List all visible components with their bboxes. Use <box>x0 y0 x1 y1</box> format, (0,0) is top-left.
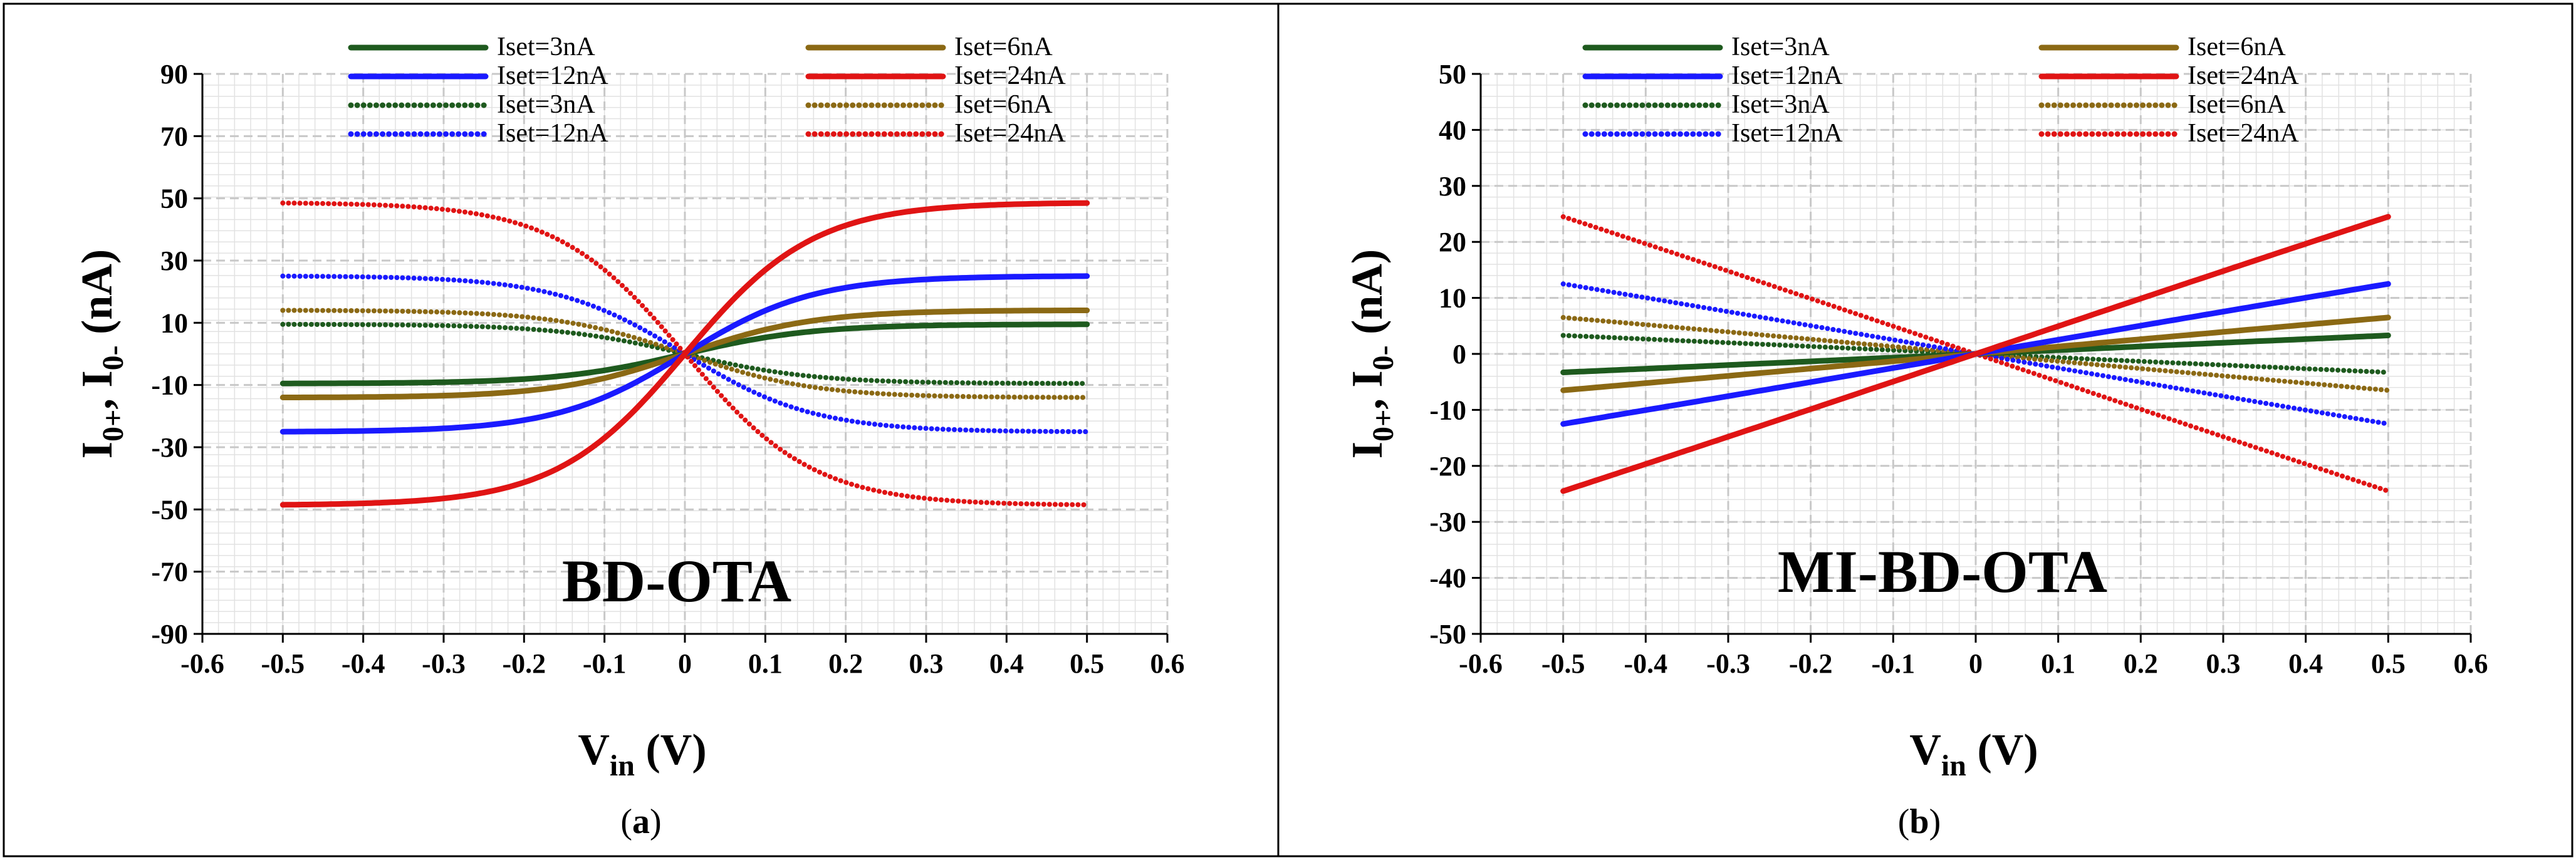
chart-b-x-label: Vin (V) <box>1909 726 2038 782</box>
chart-a-y-tick-label: 90 <box>160 59 188 90</box>
panel-b: -0.6 -0.5 -0.4 -0.3 -0.2 -0.1 0 0.1 0.2 0.3 0.4 0.5… <box>1343 33 2488 782</box>
chart-b-legend-label: Iset=24nA <box>2188 61 2299 90</box>
caption-b: (b) <box>1898 802 1941 841</box>
chart-a-legend-label: Iset=24nA <box>954 119 1066 148</box>
chart-a-y-tick-label: 50 <box>160 184 188 214</box>
chart-a-legend-label: Iset=12nA <box>497 119 608 148</box>
chart-a-y-tick-label: 10 <box>160 308 188 338</box>
chart-b-y-tick-label: 50 <box>1439 59 1466 90</box>
panel-a: -0.6 -0.5 -0.4 -0.3 -0.2 -0.1 0 0.1 0.2 0.3 0.4 0.5… <box>73 33 1185 782</box>
chart-b-legend-label: Iset=3nA <box>1731 33 1830 61</box>
chart-a-y-tick-label: -90 <box>151 619 188 650</box>
chart-b-series-iset-24na-solid <box>1560 214 2391 494</box>
chart-a-legend-label: Iset=3nA <box>497 90 595 119</box>
chart-b-x-tick-label: 0.5 <box>2371 648 2406 679</box>
chart-b-y-tick-label: -10 <box>1429 395 1466 425</box>
chart-a-legend-label: Iset=24nA <box>954 61 1066 90</box>
chart-b-legend-label: Iset=24nA <box>2188 119 2299 148</box>
chart-b-x-tick-label: -0.3 <box>1706 648 1750 679</box>
chart-b-y-tick-label: 30 <box>1439 171 1466 202</box>
chart-b-x-tick-label: -0.5 <box>1541 648 1585 679</box>
chart-a-x-tick-label: 0.2 <box>828 648 863 679</box>
chart-b-legend-label: Iset=6nA <box>2188 33 2286 61</box>
chart-b-legend: Iset=3nA Iset=6nA Iset=12nA Iset=24nA Iset=3… <box>1582 33 2299 148</box>
chart-a-x-tick-label: -0.3 <box>422 648 466 679</box>
chart-a-title: BD-OTA <box>562 547 791 614</box>
chart-b-title: MI-BD-OTA <box>1778 538 2107 605</box>
chart-a-y-label: I0+, I0- (nA) <box>73 249 130 458</box>
chart-b-y-tick-label: -50 <box>1429 619 1466 650</box>
chart-b-x-tick-label: 0 <box>1969 648 1983 679</box>
chart-a-x-tick-label: 0.5 <box>1070 648 1104 679</box>
chart-b-y-tick-label: 0 <box>1452 339 1466 370</box>
chart-b-y-tick-label: -40 <box>1429 563 1466 594</box>
chart-a-legend: Iset=3nA Iset=6nA Iset=12nA Iset=24nA Iset=3… <box>348 33 1066 148</box>
chart-a-x-tick-label: 0.1 <box>748 648 783 679</box>
chart-a-y-tick-label: -50 <box>151 494 188 525</box>
chart-a-y-tick-label: -70 <box>151 557 188 588</box>
chart-a-x-tick-label: 0.6 <box>1150 648 1185 679</box>
chart-b-x-tick-label: 0.4 <box>2288 648 2323 679</box>
chart-b-x-tick-label: 0.2 <box>2124 648 2158 679</box>
chart-a-x-tick-label: -0.1 <box>583 648 627 679</box>
chart-a-y-tick-label: -30 <box>151 432 188 463</box>
chart-a-y-tick-label: 70 <box>160 121 188 152</box>
chart-b-legend-label: Iset=12nA <box>1731 61 1843 90</box>
chart-b-legend-label: Iset=12nA <box>1731 119 1843 148</box>
chart-b-x-tick-label: 0.1 <box>2041 648 2075 679</box>
chart-a-legend-label: Iset=3nA <box>497 33 595 61</box>
chart-a-series-iset-24na-solid <box>279 200 1090 508</box>
chart-a-gridlines <box>201 73 1169 635</box>
chart-b-y-tick-label: -20 <box>1429 451 1466 482</box>
chart-b-y-tick-label: 10 <box>1439 283 1466 314</box>
chart-b-y-tick-label: 40 <box>1439 115 1466 145</box>
chart-b-x-tick-label: 0.3 <box>2206 648 2241 679</box>
chart-a-x-tick-label: -0.5 <box>261 648 305 679</box>
chart-b-y-tick-label: -30 <box>1429 507 1466 537</box>
chart-a-legend-label: Iset=6nA <box>954 90 1053 119</box>
chart-a-legend-label: Iset=6nA <box>954 33 1053 61</box>
chart-b-x-tick-label: -0.4 <box>1624 648 1668 679</box>
chart-b-legend-label: Iset=6nA <box>2188 90 2286 119</box>
chart-a-legend-label: Iset=12nA <box>497 61 608 90</box>
chart-a-x-tick-label: 0.3 <box>909 648 944 679</box>
chart-a-y-tick-label: 30 <box>160 246 188 276</box>
chart-a-x-tick-label: 0.4 <box>989 648 1024 679</box>
chart-b-legend-label: Iset=3nA <box>1731 90 1830 119</box>
chart-a-x-tick-label: -0.6 <box>180 648 224 679</box>
chart-a-x-tick-label: -0.4 <box>342 648 385 679</box>
chart-a-x-tick-label: 0 <box>678 648 692 679</box>
chart-a-x-tick-label: -0.2 <box>503 648 546 679</box>
chart-b-x-tick-label: -0.6 <box>1459 648 1503 679</box>
chart-b-y-tick-label: 20 <box>1439 227 1466 257</box>
caption-a: (a) <box>620 802 661 841</box>
chart-a-y-tick-label: -10 <box>151 370 188 401</box>
chart-b-gridlines <box>1479 73 2472 635</box>
chart-b-x-tick-label: -0.2 <box>1789 648 1833 679</box>
chart-a-x-label: Vin (V) <box>578 726 706 782</box>
chart-b-x-tick-label: 0.6 <box>2454 648 2488 679</box>
chart-b-x-tick-label: -0.1 <box>1872 648 1916 679</box>
chart-b-y-label: I0+, I0- (nA) <box>1343 249 1400 458</box>
